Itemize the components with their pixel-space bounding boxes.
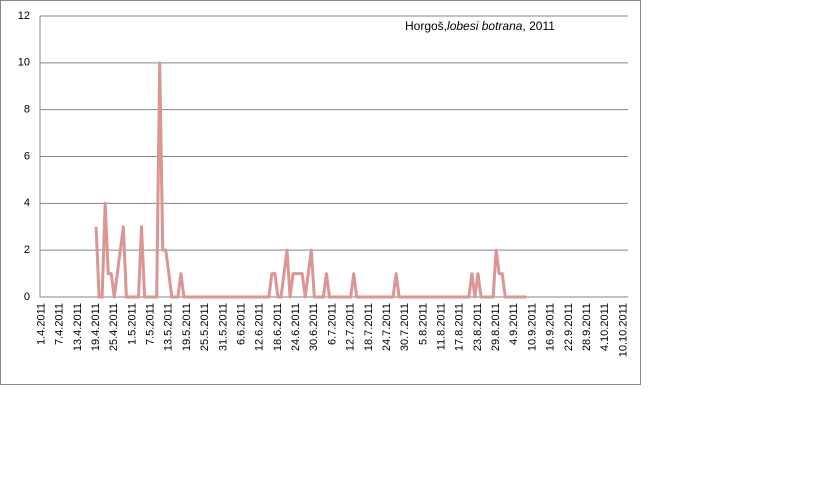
x-tick-label: 30.7.2011 <box>399 303 411 351</box>
y-tick-label: 6 <box>24 150 30 162</box>
x-tick-label: 12.7.2011 <box>345 303 357 351</box>
y-tick-label: 4 <box>24 197 30 209</box>
y-tick-label: 2 <box>24 244 30 256</box>
x-tick-label: 6.6.2011 <box>235 303 247 345</box>
y-tick-label: 8 <box>24 104 30 116</box>
x-tick-label: 18.6.2011 <box>272 303 284 351</box>
x-tick-label: 25.5.2011 <box>199 303 211 351</box>
x-tick-label: 23.8.2011 <box>472 303 484 351</box>
x-tick-label: 4.9.2011 <box>508 303 520 345</box>
x-tick-label: 31.5.2011 <box>217 303 229 351</box>
x-tick-label: 30.6.2011 <box>308 303 320 351</box>
y-tick-label: 10 <box>18 57 30 69</box>
x-tick-label: 1.5.2011 <box>126 303 138 345</box>
x-tick-label: 16.9.2011 <box>545 303 557 351</box>
x-tick-label: 10.9.2011 <box>526 303 538 351</box>
title-year: , 2011 <box>522 19 555 33</box>
x-tick-label: 13.4.2011 <box>72 303 84 351</box>
x-tick-label: 17.8.2011 <box>454 303 466 351</box>
x-tick-label: 4.10.2011 <box>599 303 611 351</box>
x-tick-label: 7.4.2011 <box>54 303 66 345</box>
chart-title: Horgoš,lobesi botrana, 2011 <box>405 19 555 33</box>
x-tick-label: 22.9.2011 <box>563 303 575 351</box>
title-place: Horgoš, <box>405 19 447 33</box>
x-tick-label: 13.5.2011 <box>163 303 175 351</box>
x-tick-label: 24.7.2011 <box>381 303 393 351</box>
x-tick-label: 12.6.2011 <box>254 303 266 351</box>
x-tick-label: 5.8.2011 <box>417 303 429 345</box>
x-tick-label: 10.10.2011 <box>617 303 629 357</box>
y-tick-label: 12 <box>18 10 30 22</box>
x-tick-label: 11.8.2011 <box>436 303 448 350</box>
x-tick-label: 19.4.2011 <box>90 303 102 351</box>
y-tick-label: 0 <box>24 291 30 303</box>
x-tick-label: 7.5.2011 <box>145 303 157 345</box>
x-tick-label: 24.6.2011 <box>290 303 302 351</box>
x-tick-label: 18.7.2011 <box>363 303 375 351</box>
x-tick-label: 28.9.2011 <box>581 303 593 351</box>
x-tick-label: 19.5.2011 <box>181 303 193 351</box>
title-species: lobesi botrana <box>447 19 523 33</box>
data-line <box>94 61 527 299</box>
x-tick-label: 1.4.2011 <box>35 303 47 345</box>
x-tick-label: 29.8.2011 <box>490 303 502 351</box>
x-tick-label: 6.7.2011 <box>326 303 338 345</box>
chart-border <box>0 0 641 385</box>
x-tick-label: 25.4.2011 <box>108 303 120 351</box>
